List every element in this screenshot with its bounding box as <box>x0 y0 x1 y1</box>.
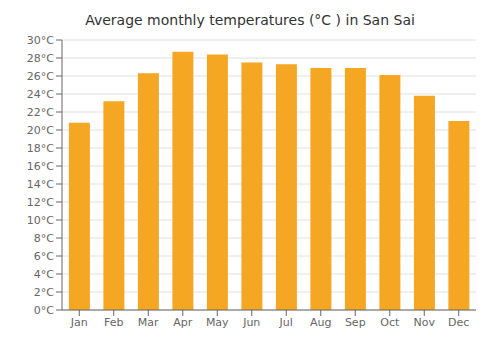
svg-text:12°C: 12°C <box>27 196 54 209</box>
svg-text:8°C: 8°C <box>34 232 54 245</box>
html-text:Average monthly temperatures (: Average monthly temperatures (°C ) in Sa… <box>85 12 415 28</box>
svg-text:Nov: Nov <box>414 316 436 329</box>
svg-text:May: May <box>206 316 229 329</box>
svg-text:Apr: Apr <box>173 316 193 329</box>
svg-text:28°C: 28°C <box>27 52 54 65</box>
svg-text:Feb: Feb <box>104 316 123 329</box>
svg-text:10°C: 10°C <box>27 214 54 227</box>
svg-text:18°C: 18°C <box>27 142 54 155</box>
svg-text:Aug: Aug <box>310 316 331 329</box>
svg-text:22°C: 22°C <box>27 106 54 119</box>
svg-text:Jul: Jul <box>279 316 293 329</box>
svg-text:16°C: 16°C <box>27 160 54 173</box>
svg-text:6°C: 6°C <box>34 250 54 263</box>
svg-text:20°C: 20°C <box>27 124 54 137</box>
svg-text:Mar: Mar <box>138 316 159 329</box>
svg-text:Dec: Dec <box>448 316 469 329</box>
svg-text:Sep: Sep <box>345 316 366 329</box>
svg-text:Jan: Jan <box>70 316 88 329</box>
svg-text:30°C: 30°C <box>27 34 54 47</box>
svg-text:Oct: Oct <box>380 316 400 329</box>
svg-text:4°C: 4°C <box>34 268 54 281</box>
svg-text:Jun: Jun <box>242 316 260 329</box>
svg-text:26°C: 26°C <box>27 70 54 83</box>
svg-text:0°C: 0°C <box>34 304 54 317</box>
svg-text:14°C: 14°C <box>27 178 54 191</box>
svg-text:24°C: 24°C <box>27 88 54 101</box>
svg-text:2°C: 2°C <box>34 286 54 299</box>
